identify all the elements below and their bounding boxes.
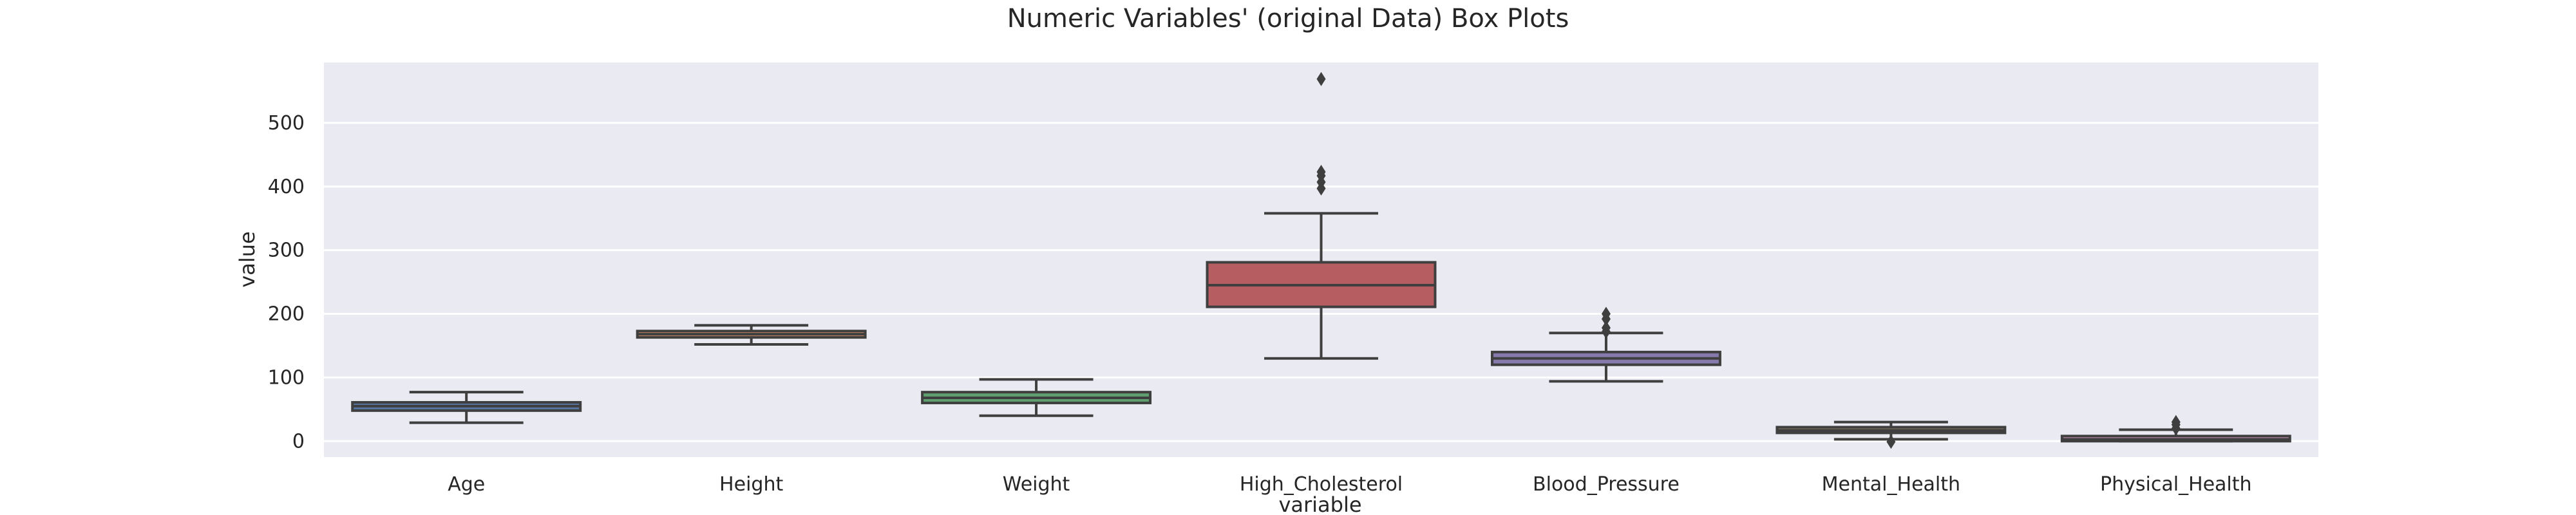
y-tick-label: 500 xyxy=(268,112,305,135)
outlier-point xyxy=(1316,165,1326,180)
y-axis-label: value xyxy=(235,231,260,287)
x-tick-label: High_Cholesterol xyxy=(1240,473,1403,496)
y-tick-label: 400 xyxy=(268,176,305,198)
x-tick-label: Age xyxy=(448,473,485,496)
outlier-point xyxy=(2171,415,2181,429)
chart-title: Numeric Variables' (original Data) Box P… xyxy=(1007,4,1569,33)
x-tick-label: Physical_Health xyxy=(2100,473,2252,496)
y-axis-ticks: 0 100 200 300 400 500 xyxy=(268,112,305,453)
x-tick-label: Mental_Health xyxy=(1822,473,1960,496)
box-Age xyxy=(351,391,582,424)
y-tick-label: 200 xyxy=(268,303,305,326)
box-High_Cholesterol xyxy=(1206,71,1437,360)
box-Physical_Health xyxy=(2060,415,2291,443)
box-Mental_Health xyxy=(1776,420,2007,449)
y-tick-label: 300 xyxy=(268,239,305,262)
x-axis-label: variable xyxy=(1278,492,1361,515)
outlier-point xyxy=(1886,435,1896,449)
outlier-point xyxy=(1316,71,1326,86)
outlier-point xyxy=(1601,321,1611,335)
x-tick-label: Blood_Pressure xyxy=(1533,473,1680,496)
x-tick-label: Weight xyxy=(1003,473,1070,496)
boxes-group xyxy=(351,71,2291,449)
box-Blood_Pressure xyxy=(1490,306,1721,383)
box-Height xyxy=(636,324,867,346)
x-axis-ticks: Age Height Weight High_Cholesterol Blood_Pre… xyxy=(448,473,2251,496)
outlier-point xyxy=(1601,306,1611,321)
box-Weight xyxy=(921,378,1152,417)
x-tick-label: Height xyxy=(719,473,783,496)
y-tick-label: 0 xyxy=(292,430,305,453)
y-tick-label: 100 xyxy=(268,366,305,389)
